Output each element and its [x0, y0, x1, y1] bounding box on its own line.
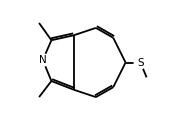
Circle shape: [37, 54, 49, 66]
Text: N: N: [39, 55, 47, 65]
Text: S: S: [137, 58, 144, 68]
Circle shape: [134, 56, 147, 69]
